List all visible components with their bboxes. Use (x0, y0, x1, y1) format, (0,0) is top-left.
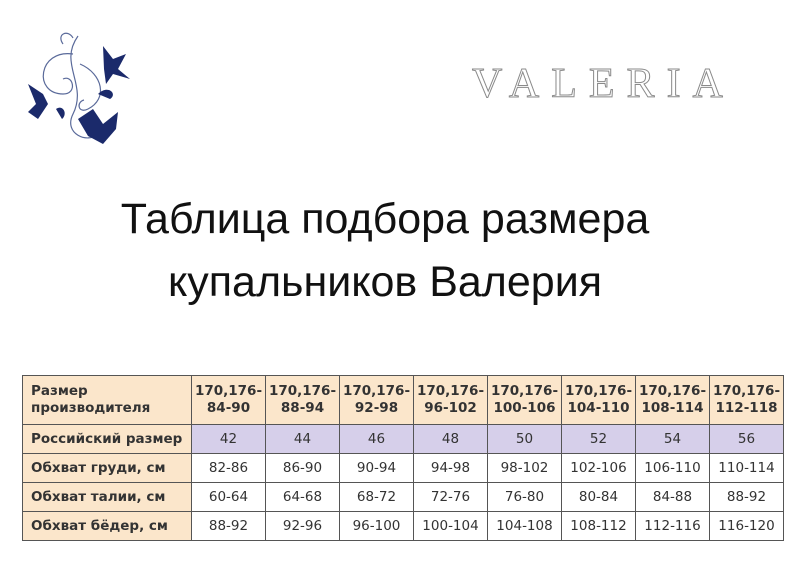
header-cell: 170,176- 104-110 (561, 375, 636, 425)
header-cell: 170,176- 96-102 (413, 375, 488, 425)
cell: 92-96 (265, 511, 340, 541)
cell: 110-114 (709, 453, 784, 483)
row-label: Обхват груди, см (22, 453, 192, 483)
cell: 64-68 (265, 482, 340, 512)
cell: 84-88 (635, 482, 710, 512)
cell: 102-106 (561, 453, 636, 483)
cell: 56 (709, 424, 784, 454)
cell: 100-104 (413, 511, 488, 541)
cell: 106-110 (635, 453, 710, 483)
cell: 76-80 (487, 482, 562, 512)
cell: 82-86 (191, 453, 266, 483)
size-chart-table: Размер производителя 170,176- 84-90 170,… (22, 375, 784, 541)
cell: 90-94 (339, 453, 414, 483)
floral-ornament-logo (28, 32, 130, 144)
cell: 48 (413, 424, 488, 454)
cell: 46 (339, 424, 414, 454)
page-title: Таблица подбора размера купальников Вале… (0, 188, 770, 314)
table-row: Обхват груди, см 82-86 86-90 90-94 94-98… (22, 453, 784, 483)
cell: 94-98 (413, 453, 488, 483)
header-cell: 170,176- 92-98 (339, 375, 414, 425)
header-cell: 170,176- 84-90 (191, 375, 266, 425)
cell: 116-120 (709, 511, 784, 541)
title-line-2: купальников Валерия (167, 258, 603, 306)
cell: 88-92 (709, 482, 784, 512)
table-row: Российский размер 42 44 46 48 50 52 54 5… (22, 424, 784, 454)
cell: 112-116 (635, 511, 710, 541)
row-label: Обхват бёдер, см (22, 511, 192, 541)
cell: 52 (561, 424, 636, 454)
row-label: Размер производителя (22, 375, 192, 425)
header-cell: 170,176- 100-106 (487, 375, 562, 425)
cell: 60-64 (191, 482, 266, 512)
cell: 68-72 (339, 482, 414, 512)
table-row: Обхват талии, см 60-64 64-68 68-72 72-76… (22, 482, 784, 512)
row-label: Обхват талии, см (22, 482, 192, 512)
header-cell: 170,176- 88-94 (265, 375, 340, 425)
row-label: Российский размер (22, 424, 192, 454)
cell: 108-112 (561, 511, 636, 541)
header-cell: 170,176- 108-114 (635, 375, 710, 425)
brand-logo-valeria: VALERIA (472, 61, 735, 107)
cell: 80-84 (561, 482, 636, 512)
title-line-1: Таблица подбора размера (120, 195, 650, 243)
cell: 44 (265, 424, 340, 454)
cell: 50 (487, 424, 562, 454)
cell: 54 (635, 424, 710, 454)
table-row: Обхват бёдер, см 88-92 92-96 96-100 100-… (22, 511, 784, 541)
table-header-row: Размер производителя 170,176- 84-90 170,… (22, 375, 784, 425)
cell: 98-102 (487, 453, 562, 483)
cell: 96-100 (339, 511, 414, 541)
cell: 42 (191, 424, 266, 454)
cell: 86-90 (265, 453, 340, 483)
cell: 104-108 (487, 511, 562, 541)
cell: 72-76 (413, 482, 488, 512)
cell: 88-92 (191, 511, 266, 541)
header-cell: 170,176- 112-118 (709, 375, 784, 425)
